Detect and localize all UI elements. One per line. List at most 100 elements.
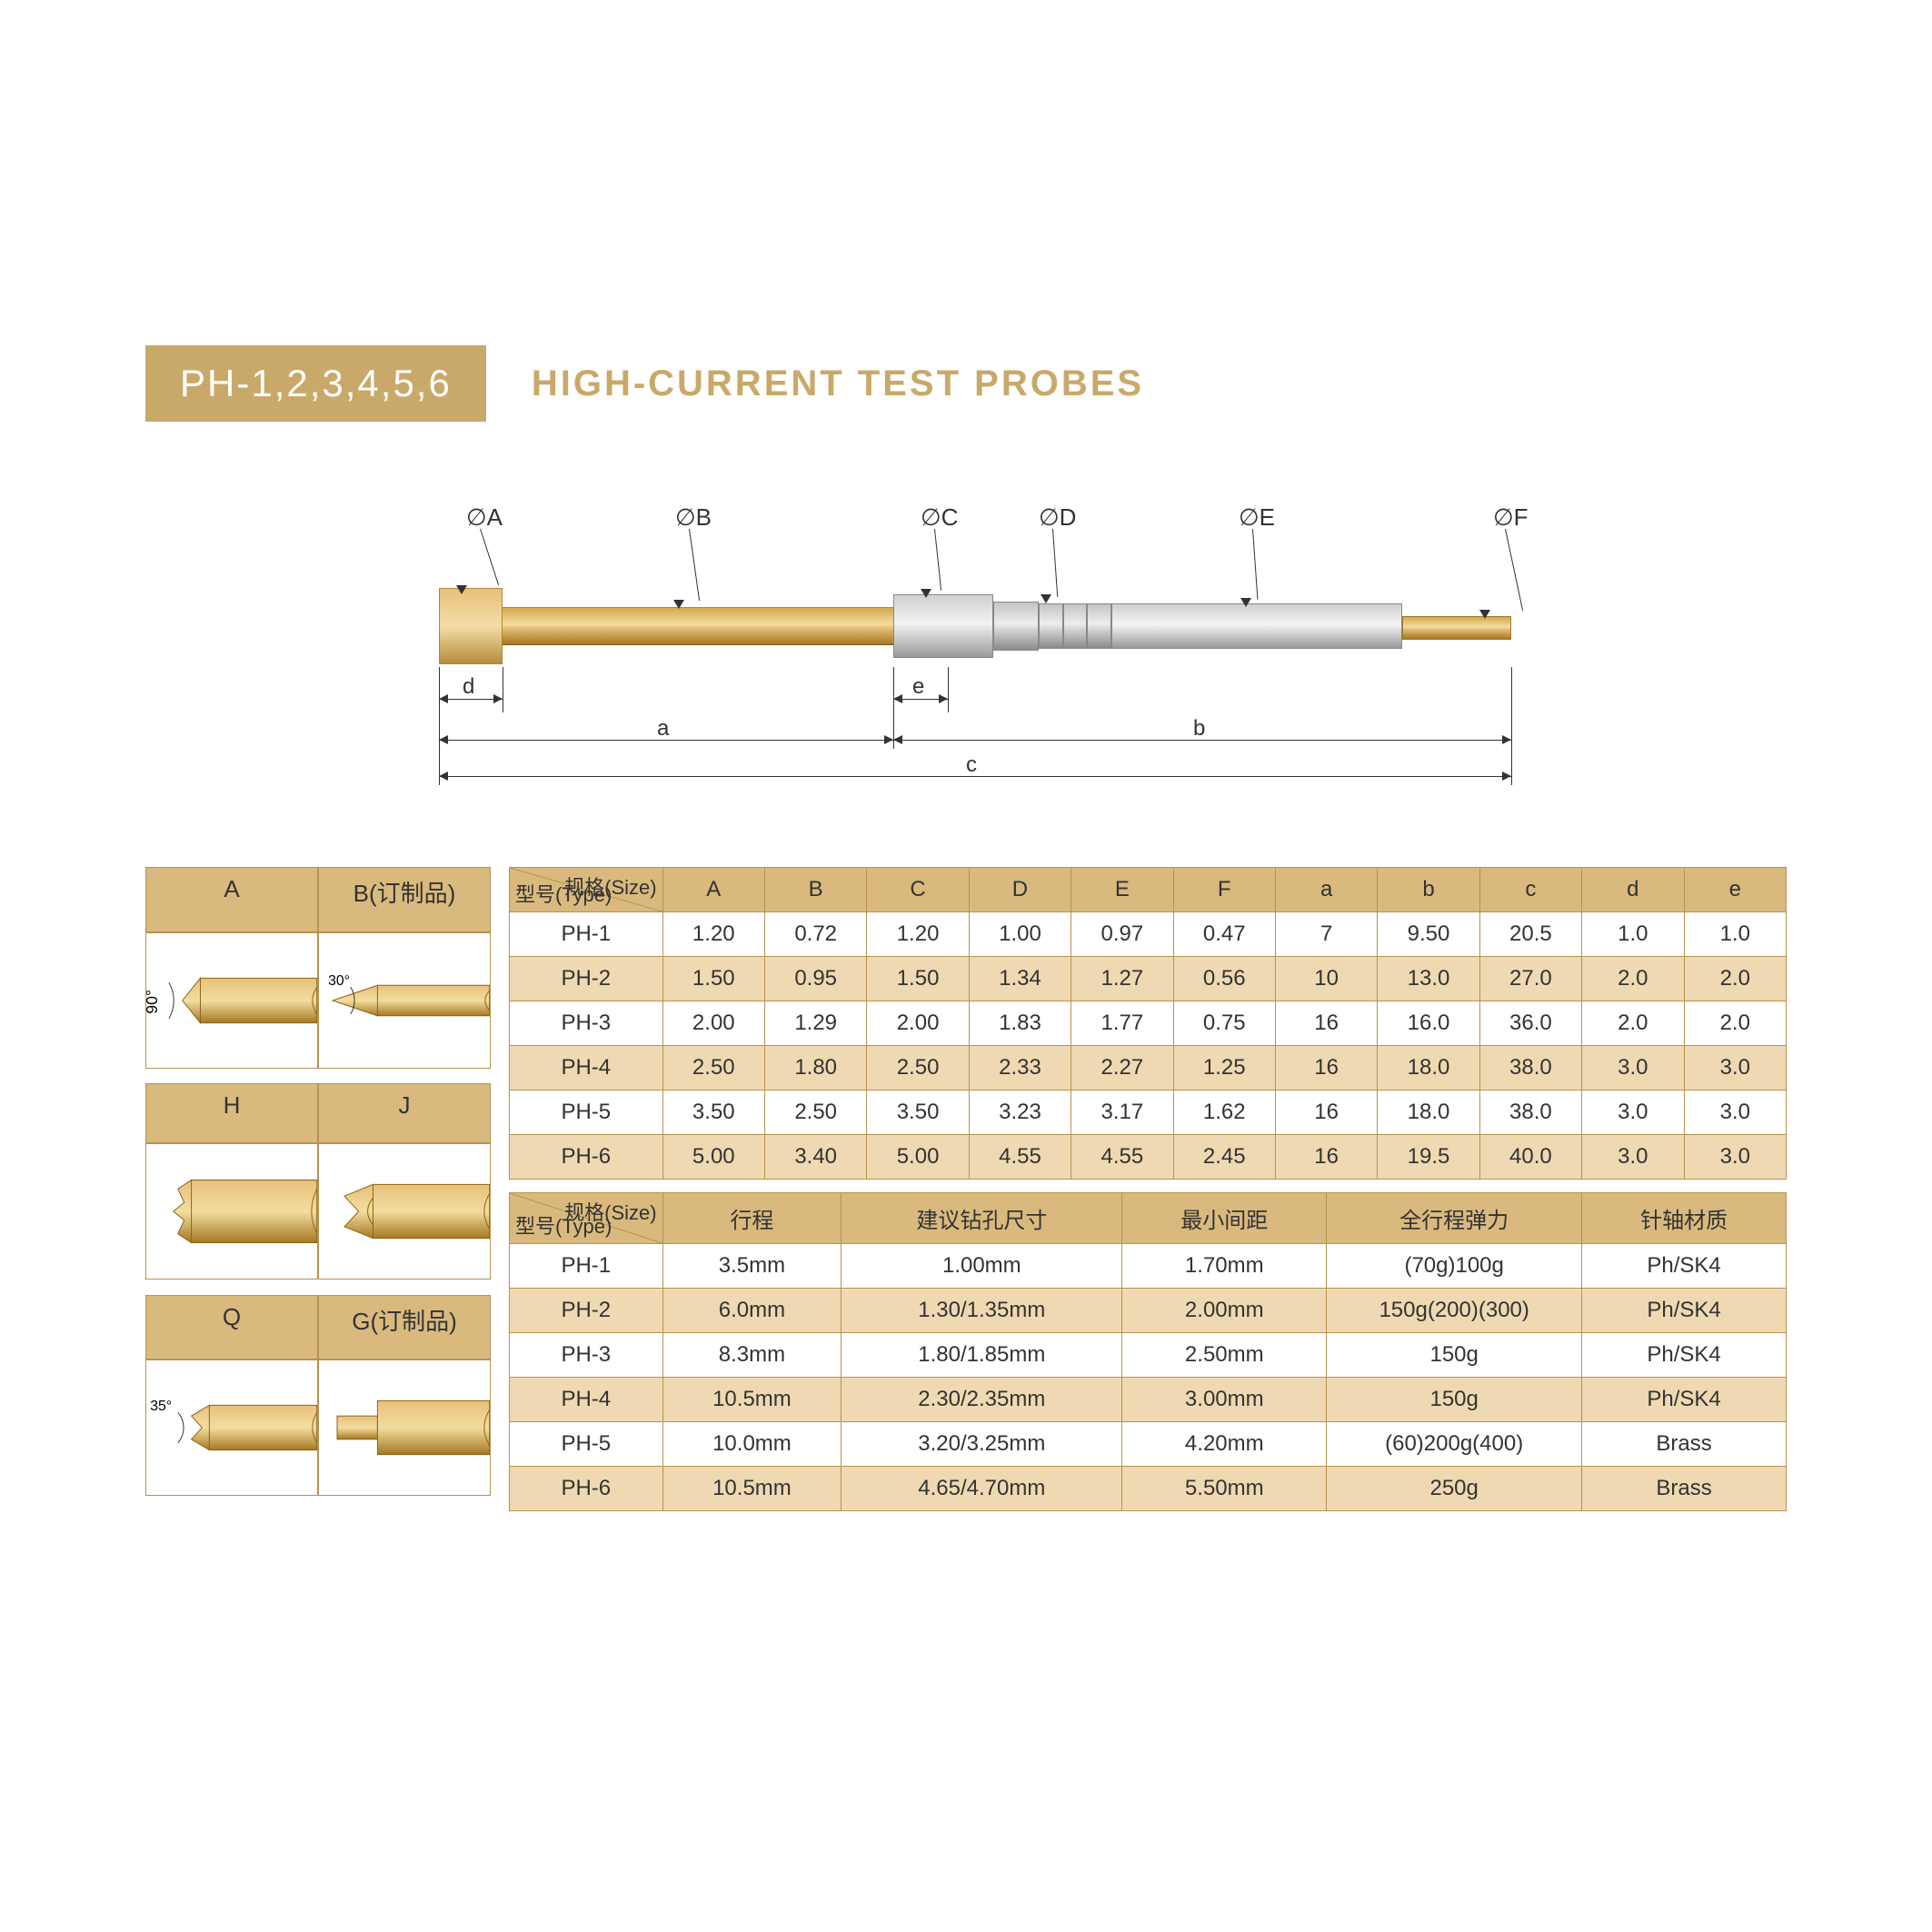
dim-b: b: [1193, 716, 1205, 742]
cell: 3.0: [1684, 1046, 1787, 1090]
spec-table: 规格(Size) 型号(Type) 行程 建议钻孔尺寸 最小间距 全行程弹力 针…: [509, 1192, 1787, 1511]
cell: 20.5: [1479, 912, 1581, 957]
cell: 1.27: [1071, 957, 1173, 1001]
probe-tail: [1402, 616, 1511, 640]
cell: 3.23: [969, 1090, 1071, 1135]
cell: 13.0: [1378, 957, 1479, 1001]
cell: 1.0: [1684, 912, 1787, 957]
callout-phi-a: ∅A: [466, 503, 503, 532]
cell: 3.20/3.25mm: [842, 1422, 1122, 1467]
col2-3: 全行程弹力: [1327, 1193, 1582, 1244]
cell: 3.5mm: [662, 1244, 842, 1289]
arrow-c: [921, 589, 931, 598]
svg-text:35°: 35°: [150, 1399, 172, 1415]
cell: 5.50mm: [1122, 1467, 1327, 1511]
probe-shaft: [503, 607, 893, 645]
col-c: c: [1479, 868, 1581, 912]
cell: 18.0: [1378, 1046, 1479, 1090]
table-row: PH-32.001.292.001.831.770.751616.036.02.…: [510, 1001, 1787, 1046]
cell: 2.0: [1684, 957, 1787, 1001]
cell: 8.3mm: [662, 1333, 842, 1378]
cell: 250g: [1327, 1467, 1582, 1511]
table-row: PH-11.200.721.201.000.970.4779.5020.51.0…: [510, 912, 1787, 957]
cell: 1.50: [867, 957, 969, 1001]
col2-2: 最小间距: [1122, 1193, 1327, 1244]
cell: 2.33: [969, 1046, 1071, 1090]
cell: 0.47: [1173, 912, 1275, 957]
tip-header-a: A: [145, 867, 318, 932]
col-a: a: [1275, 868, 1377, 912]
cell: 16: [1275, 1090, 1377, 1135]
cell: 1.00: [969, 912, 1071, 957]
cell: 1.00mm: [842, 1244, 1122, 1289]
cell: 0.75: [1173, 1001, 1275, 1046]
col-F: F: [1173, 868, 1275, 912]
cell: 16: [1275, 1046, 1377, 1090]
cell: 40.0: [1479, 1135, 1581, 1180]
cell: 1.77: [1071, 1001, 1173, 1046]
cell: Brass: [1582, 1422, 1787, 1467]
cell: 2.45: [1173, 1135, 1275, 1180]
row-type: PH-1: [510, 1244, 663, 1289]
cell: 150g: [1327, 1378, 1582, 1422]
cell: 10.0mm: [662, 1422, 842, 1467]
tip-header-q: Q: [145, 1295, 318, 1360]
cell: (60)200g(400): [1327, 1422, 1582, 1467]
col-B: B: [764, 868, 866, 912]
cell: 2.50: [662, 1046, 764, 1090]
cell: 3.0: [1582, 1135, 1684, 1180]
row-type: PH-4: [510, 1378, 663, 1422]
col-b: b: [1378, 868, 1479, 912]
cell: 0.72: [764, 912, 866, 957]
cell: Brass: [1582, 1467, 1787, 1511]
cell: Ph/SK4: [1582, 1289, 1787, 1333]
col2-0: 行程: [662, 1193, 842, 1244]
row-type: PH-3: [510, 1333, 663, 1378]
cell: Ph/SK4: [1582, 1333, 1787, 1378]
tip-q-icon: 35°: [145, 1359, 318, 1496]
cell: 150g(200)(300): [1327, 1289, 1582, 1333]
row-type: PH-6: [510, 1135, 663, 1180]
tip-g-icon: [318, 1359, 491, 1496]
dim-arrow: [439, 694, 448, 703]
cell: 3.0: [1684, 1135, 1787, 1180]
svg-text:30°: 30°: [328, 973, 350, 989]
dim-arrow: [1502, 735, 1511, 744]
table-row: PH-13.5mm1.00mm1.70mm(70g)100gPh/SK4: [510, 1244, 1787, 1289]
probe-illustration: [439, 594, 1493, 658]
table-row: PH-65.003.405.004.554.552.451619.540.03.…: [510, 1135, 1787, 1180]
arrow-e: [1240, 598, 1251, 607]
cell: 38.0: [1479, 1046, 1581, 1090]
table-row: PH-38.3mm1.80/1.85mm2.50mm150gPh/SK4: [510, 1333, 1787, 1378]
probe-collar-1: [893, 594, 993, 658]
cell: 1.30/1.35mm: [842, 1289, 1122, 1333]
row-type: PH-1: [510, 912, 663, 957]
probe-head: [439, 588, 503, 664]
cell: 0.95: [764, 957, 866, 1001]
dim-e: e: [912, 674, 924, 700]
table-row: PH-410.5mm2.30/2.35mm3.00mm150gPh/SK4: [510, 1378, 1787, 1422]
tip-b-icon: 30°: [318, 932, 491, 1069]
cell: 0.97: [1071, 912, 1173, 957]
cell: 3.0: [1582, 1090, 1684, 1135]
cell: 2.0: [1582, 1001, 1684, 1046]
col-C: C: [867, 868, 969, 912]
table-row: PH-21.500.951.501.341.270.561013.027.02.…: [510, 957, 1787, 1001]
cell: 1.62: [1173, 1090, 1275, 1135]
dim-arrow: [1502, 772, 1511, 781]
cell: 16: [1275, 1001, 1377, 1046]
callout-phi-d: ∅D: [1039, 503, 1076, 532]
cell: 2.00mm: [1122, 1289, 1327, 1333]
cell: 1.83: [969, 1001, 1071, 1046]
cell: 2.50mm: [1122, 1333, 1327, 1378]
header: PH-1,2,3,4,5,6 HIGH-CURRENT TEST PROBES: [145, 345, 1787, 422]
cell: 9.50: [1378, 912, 1479, 957]
cell: 16.0: [1378, 1001, 1479, 1046]
tip-header-j: J: [318, 1083, 491, 1143]
dim-a: a: [657, 716, 669, 742]
cell: 2.50: [764, 1090, 866, 1135]
cell: 27.0: [1479, 957, 1581, 1001]
cell: Ph/SK4: [1582, 1378, 1787, 1422]
tip-header-h: H: [145, 1083, 318, 1143]
probe-tube: [1111, 603, 1402, 649]
